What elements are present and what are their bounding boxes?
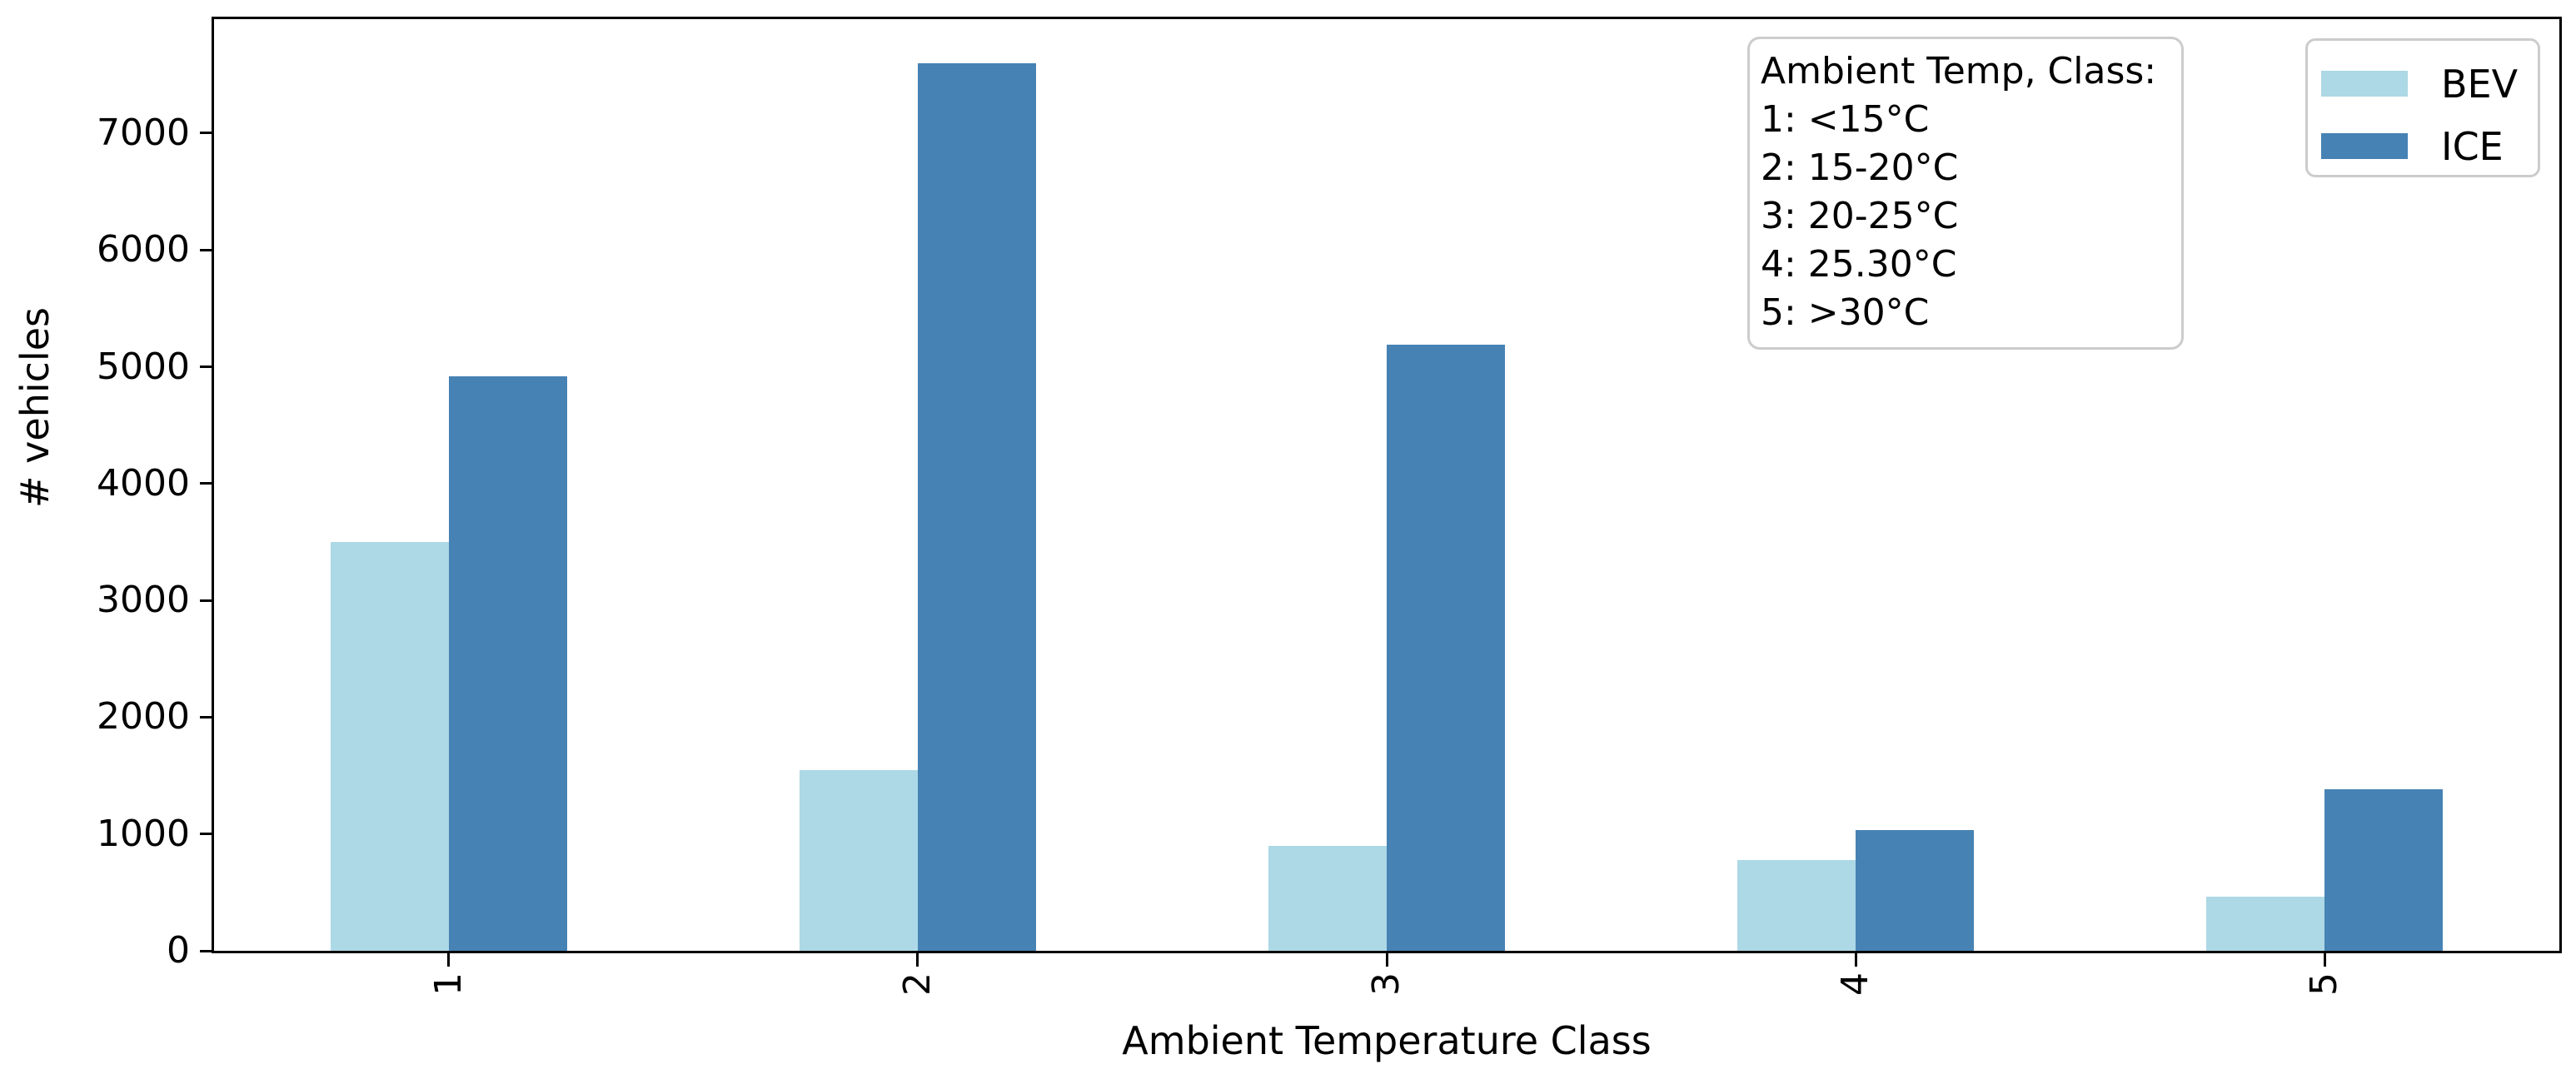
annotation-line: 2: 15-20°C [1761, 147, 1959, 189]
legend-swatch-bev [2321, 71, 2408, 97]
y-tick-label: 3000 [97, 579, 190, 622]
x-tick-mark [1385, 953, 1388, 967]
bar-bev-class-5 [2206, 897, 2325, 951]
annotation-line: 4: 25.30°C [1761, 243, 1957, 286]
y-tick-label: 0 [167, 929, 190, 972]
y-tick-mark [200, 949, 212, 952]
bar-ice-class-4 [1856, 830, 1975, 951]
bar-bev-class-4 [1737, 859, 1856, 951]
bar-bev-class-1 [330, 541, 449, 951]
bar-ice-class-5 [2324, 789, 2444, 951]
y-tick-label: 1000 [97, 812, 190, 855]
bar-bev-class-2 [799, 769, 918, 951]
x-tick-mark [447, 953, 451, 967]
legend-swatch-ice [2321, 133, 2408, 159]
y-tick-mark [200, 248, 212, 251]
y-tick-mark [200, 599, 212, 602]
annotation-line: 1: <15°C [1761, 98, 1930, 141]
legend-row-ice: ICE [2321, 120, 2538, 172]
bar-ice-class-2 [917, 62, 1036, 951]
y-tick-mark [200, 833, 212, 836]
y-tick-label: 6000 [97, 228, 190, 271]
y-tick-label: 5000 [97, 345, 190, 388]
legend-label-ice: ICE [2441, 123, 2504, 169]
y-tick-mark [200, 482, 212, 485]
legend: BEV ICE [2305, 38, 2540, 177]
x-tick-mark [2323, 953, 2326, 967]
bar-ice-class-3 [1387, 344, 1505, 951]
y-tick-label: 2000 [97, 695, 190, 738]
x-tick-mark [1854, 953, 1857, 967]
x-tick-mark [916, 953, 919, 967]
x-axis-label: Ambient Temperature Class [1122, 1018, 1652, 1063]
legend-row-bev: BEV [2321, 57, 2538, 110]
y-tick-label: 4000 [97, 461, 190, 505]
bar-bev-class-3 [1268, 845, 1387, 951]
bar-ice-class-1 [448, 375, 567, 951]
y-tick-mark [200, 365, 212, 369]
annotation-box: Ambient Temp, Class: 1: <15°C 2: 15-20°C 3… [1747, 37, 2184, 350]
annotation-line: 5: >30°C [1761, 291, 1930, 334]
y-tick-mark [200, 132, 212, 135]
legend-label-bev: BEV [2441, 61, 2519, 107]
annotation-title: Ambient Temp, Class: [1761, 50, 2157, 92]
y-tick-mark [200, 715, 212, 719]
y-tick-label: 7000 [97, 111, 190, 154]
annotation-line: 3: 20-25°C [1761, 195, 1959, 237]
